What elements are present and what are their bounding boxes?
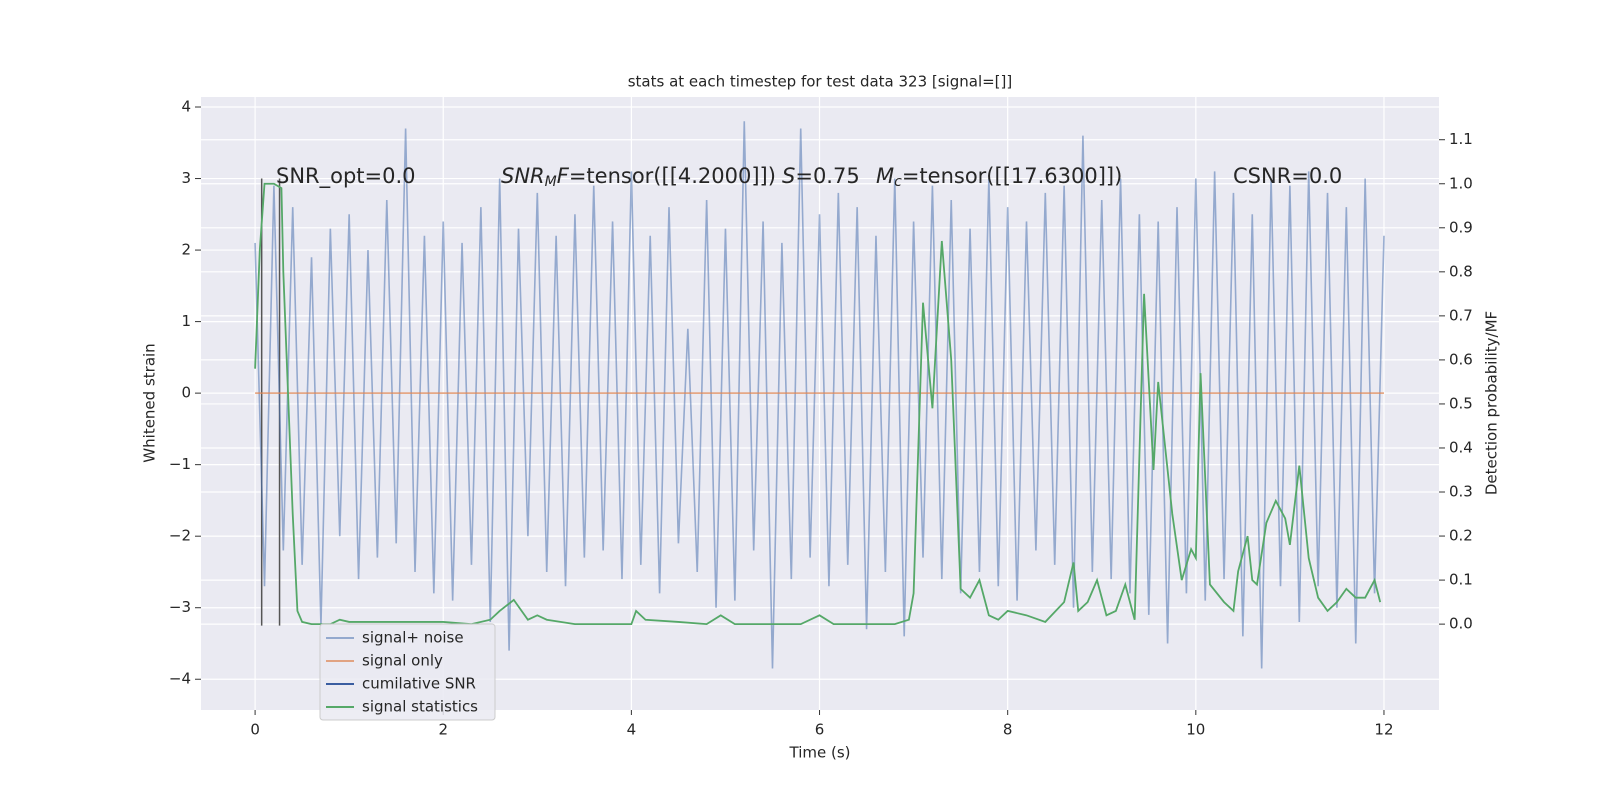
y2-tick-label: 0.0 — [1449, 615, 1473, 633]
legend-label: signal only — [362, 652, 443, 670]
y2-tick-label: 0.1 — [1449, 571, 1473, 589]
y-tick-label: −4 — [169, 670, 191, 688]
annotation-sub: c — [894, 174, 902, 190]
annotation: SNR_opt=0.0 — [276, 164, 416, 189]
legend: signal+ noise signal only cumilative SNR si… — [319, 623, 496, 721]
annotation: S=0.75 — [782, 164, 860, 188]
legend-label: signal statistics — [362, 698, 478, 716]
annotation-sub: M — [545, 174, 557, 190]
annotation-part: CSNR=0.0 — [1233, 164, 1342, 188]
y-tick-label: −2 — [169, 527, 191, 545]
y2-tick-label: 0.5 — [1449, 394, 1473, 412]
series-line — [254, 182, 1382, 626]
y2-axis-label: Detection probability/MF — [1483, 311, 1501, 495]
y-tick-label: 4 — [181, 98, 191, 116]
legend-box — [319, 623, 496, 721]
y-tick-label: 3 — [181, 169, 191, 187]
annotation-part: SNR_opt=0.0 — [276, 164, 416, 189]
x-axis-label: Time (s) — [789, 744, 851, 762]
y-tick-label: 2 — [181, 241, 191, 259]
annotation: CSNR=0.0 — [1233, 164, 1342, 188]
annotation-part: S — [782, 164, 795, 188]
x-tick-label: 6 — [815, 721, 825, 739]
y2-tick-label: 0.7 — [1449, 306, 1473, 324]
annotation: SNRMF=tensor([[4.2000]]) — [501, 164, 776, 190]
y-tick-label: −1 — [169, 455, 191, 473]
y2-tick-label: 0.6 — [1449, 350, 1473, 368]
annotation-part: M — [876, 164, 894, 188]
y2-tick-label: 0.3 — [1449, 483, 1473, 501]
y2-tick-label: 0.2 — [1449, 527, 1473, 545]
legend-label: cumilative SNR — [362, 675, 476, 693]
y2-tick-label: 0.8 — [1449, 262, 1473, 280]
y-tick-label: 1 — [181, 312, 191, 330]
y-tick-label: 0 — [181, 384, 191, 402]
x-tick-label: 4 — [627, 721, 637, 739]
annotation-part: =tensor([[17.6300]]) — [902, 164, 1122, 188]
y-tick-label: −3 — [169, 598, 191, 616]
series-line — [254, 121, 1385, 669]
annotation-part: SNR — [501, 164, 545, 188]
y-axis-label: Whitened strain — [141, 343, 159, 462]
y2-tick-label: 1.0 — [1449, 174, 1473, 192]
y2-tick-label: 0.4 — [1449, 438, 1473, 456]
x-tick-label: 2 — [438, 721, 448, 739]
chart-title: stats at each timestep for test data 323… — [628, 73, 1013, 91]
legend-label: signal+ noise — [362, 629, 464, 647]
x-tick-label: 10 — [1186, 721, 1205, 739]
annotation-part: =tensor([[4.2000]]) — [569, 164, 776, 188]
y2-tick-label: 1.1 — [1449, 130, 1473, 148]
y2-tick-label: 0.9 — [1449, 218, 1473, 236]
annotation-part: F — [557, 164, 570, 188]
annotation-part: =0.75 — [795, 164, 859, 188]
annotation: Mc=tensor([[17.6300]]) — [876, 164, 1122, 190]
x-tick-label: 12 — [1374, 721, 1393, 739]
x-tick-label: 0 — [250, 721, 260, 739]
x-tick-label: 8 — [1003, 721, 1013, 739]
